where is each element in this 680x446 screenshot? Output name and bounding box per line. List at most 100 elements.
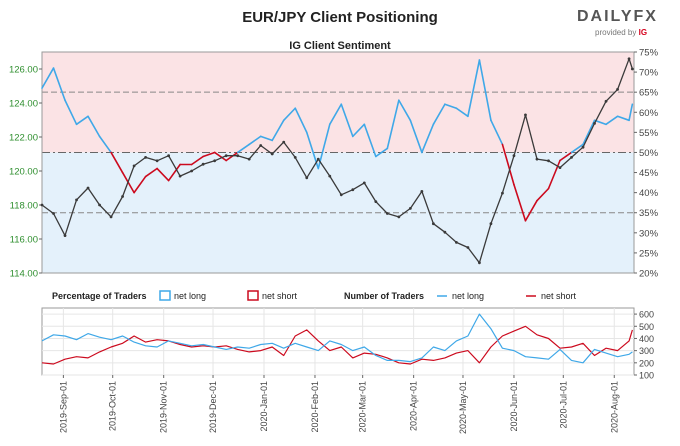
price-point <box>501 191 504 195</box>
sentiment-segment <box>225 151 239 162</box>
sentiment-segment <box>501 143 515 186</box>
price-point <box>604 99 608 103</box>
sentiment-segment <box>144 167 158 178</box>
chart-title: EUR/JPY Client Positioning <box>242 9 438 26</box>
sentiment-segment <box>202 151 216 158</box>
net-short-line <box>41 325 633 365</box>
price-point <box>121 195 124 198</box>
sentiment-segment <box>52 67 66 102</box>
pct-tick-label: 30% <box>639 228 659 239</box>
price-point <box>293 156 297 159</box>
bottom-tick-label: 400 <box>639 334 654 344</box>
price-point <box>489 222 493 226</box>
sentiment-segment <box>513 183 527 222</box>
sentiment-segment <box>582 119 596 146</box>
sentiment-segment <box>363 123 377 158</box>
bottom-tick-label: 200 <box>639 358 654 368</box>
sentiment-segment <box>570 143 584 154</box>
x-tick-label: 2019-Sep-01 <box>58 381 68 433</box>
bottom-tick-label: 100 <box>639 371 654 381</box>
price-point <box>270 152 274 156</box>
price-point <box>236 154 240 158</box>
sentiment-segment <box>156 167 170 182</box>
logo-provided-by: provided by IG <box>595 28 648 37</box>
price-point <box>86 186 90 190</box>
sentiment-segment <box>605 115 619 126</box>
price-point <box>247 157 251 161</box>
sentiment-segment <box>41 67 55 89</box>
sentiment-segment <box>133 175 147 194</box>
sentiment-segment <box>547 159 561 190</box>
price-point <box>144 156 148 159</box>
sentiment-segment <box>64 99 78 126</box>
sentiment-segment <box>236 143 250 154</box>
sentiment-segment <box>167 163 181 182</box>
x-tick-label: 2019-Oct-01 <box>108 381 118 431</box>
sentiment-segment <box>409 119 423 154</box>
price-point <box>374 200 378 204</box>
x-tick-label: 2020-Feb-01 <box>310 381 320 433</box>
pct-tick-label: 25% <box>639 248 659 259</box>
price-point <box>512 154 516 158</box>
legend-num-title: Number of Traders <box>344 291 424 301</box>
price-point <box>328 174 332 178</box>
legend-num-long-label: net long <box>452 291 484 301</box>
price-point <box>581 145 585 149</box>
pct-tick-label: 45% <box>639 168 659 179</box>
sentiment-segment <box>375 147 389 158</box>
sentiment-segment <box>87 115 101 138</box>
x-tick-label: 2020-Jan-01 <box>259 381 269 432</box>
price-point <box>132 164 136 168</box>
chart-subtitle: IG Client Sentiment <box>289 40 391 52</box>
x-tick-label: 2020-Aug-01 <box>609 381 619 433</box>
sentiment-segment <box>328 103 343 126</box>
price-point <box>420 190 424 193</box>
pct-tick-label: 55% <box>639 128 659 139</box>
bottom-tick-label: 300 <box>639 346 654 356</box>
sentiment-segment <box>259 135 274 142</box>
price-point <box>40 203 44 207</box>
bottom-plot: 100 200 300 400 500 600 2019-Sep-01 2019-Oct-01… <box>41 307 654 434</box>
sentiment-segment <box>490 119 504 146</box>
sentiment-segment <box>190 155 204 166</box>
legend: Percentage of Traders net long net short Nu… <box>52 290 577 301</box>
sentiment-segment <box>282 107 297 122</box>
price-point <box>351 188 355 192</box>
price-point <box>52 212 55 215</box>
legend-pct-short-swatch <box>247 290 259 301</box>
price-point <box>443 230 447 234</box>
legend-pct-short-label: net short <box>262 291 298 301</box>
pct-tick-label: 75% <box>639 48 659 59</box>
price-point <box>535 157 539 161</box>
price-point <box>558 166 562 170</box>
price-point <box>213 159 217 163</box>
price-point <box>408 207 412 210</box>
pct-tick-label: 65% <box>639 88 659 99</box>
sentiment-segment <box>213 151 227 162</box>
price-point <box>305 176 309 180</box>
legend-num-short-label: net short <box>541 291 577 301</box>
price-point <box>259 144 263 147</box>
price-point <box>282 140 286 144</box>
legend-pct-title: Percentage of Traders <box>52 291 147 301</box>
net-long-line <box>41 313 633 364</box>
x-tick-label: 2020-Jul-01 <box>558 381 568 429</box>
price-point <box>385 212 389 215</box>
price-point <box>431 222 435 226</box>
sentiment-segment <box>444 103 458 110</box>
sentiment-segment <box>386 99 400 150</box>
price-point <box>316 157 320 161</box>
sentiment-segment <box>398 99 412 122</box>
price-tick-label: 116.00 <box>10 235 38 246</box>
main-plot: 114.00 116.00 118.00 120.00 122.00 124.00 126.… <box>9 48 659 280</box>
price-point <box>455 241 458 244</box>
price-point <box>339 193 343 197</box>
price-point <box>75 198 78 202</box>
price-tick-label: 126.00 <box>9 65 38 76</box>
upper-sentiment-band <box>42 52 634 153</box>
price-tick-label: 124.00 <box>9 99 38 110</box>
sentiment-segment <box>421 123 435 154</box>
price-point <box>630 67 634 71</box>
price-point <box>224 154 228 158</box>
legend-pct-long-swatch <box>159 290 171 301</box>
